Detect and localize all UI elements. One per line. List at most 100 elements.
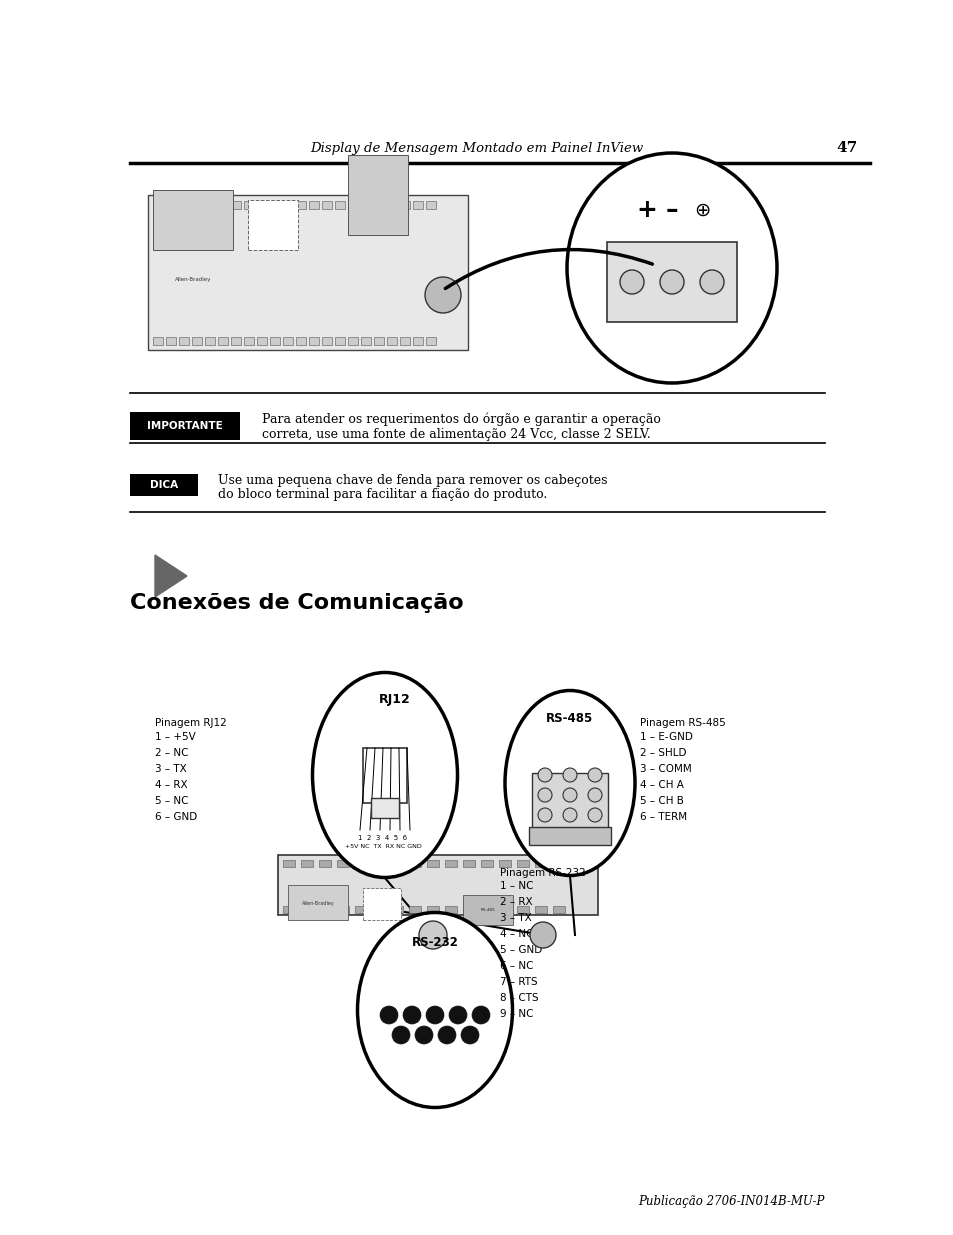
- Text: 2 – NC: 2 – NC: [154, 748, 189, 758]
- Text: Publicação 2706-IN014B-MU-P: Publicação 2706-IN014B-MU-P: [638, 1195, 824, 1208]
- FancyBboxPatch shape: [348, 337, 357, 345]
- Circle shape: [562, 768, 577, 782]
- Text: 3 – TX: 3 – TX: [499, 913, 531, 923]
- FancyBboxPatch shape: [371, 798, 398, 818]
- FancyBboxPatch shape: [270, 337, 280, 345]
- FancyBboxPatch shape: [360, 201, 371, 209]
- FancyBboxPatch shape: [387, 337, 396, 345]
- FancyBboxPatch shape: [288, 885, 348, 920]
- Bar: [498, 906, 511, 913]
- FancyBboxPatch shape: [348, 156, 408, 235]
- Circle shape: [530, 923, 556, 948]
- FancyBboxPatch shape: [244, 337, 253, 345]
- Bar: [391, 906, 402, 913]
- Bar: [480, 860, 493, 867]
- Text: 1 – +5V: 1 – +5V: [154, 732, 195, 742]
- Circle shape: [449, 1007, 467, 1024]
- FancyBboxPatch shape: [130, 412, 240, 440]
- FancyBboxPatch shape: [348, 201, 357, 209]
- FancyBboxPatch shape: [179, 337, 189, 345]
- Circle shape: [415, 1026, 433, 1044]
- Text: RS-485: RS-485: [546, 711, 593, 725]
- Text: 5 – NC: 5 – NC: [154, 797, 189, 806]
- Text: 5 – CH B: 5 – CH B: [639, 797, 683, 806]
- FancyBboxPatch shape: [529, 827, 610, 845]
- Text: 4 – NC: 4 – NC: [499, 929, 533, 939]
- Bar: [391, 860, 402, 867]
- Text: Allen-Bradley: Allen-Bradley: [301, 900, 334, 905]
- Bar: [283, 906, 294, 913]
- FancyBboxPatch shape: [426, 201, 436, 209]
- Bar: [553, 906, 564, 913]
- Bar: [283, 860, 294, 867]
- Bar: [409, 860, 420, 867]
- Circle shape: [392, 1026, 410, 1044]
- Text: Para atender os requerimentos do órgão e garantir a operação: Para atender os requerimentos do órgão e…: [262, 412, 660, 426]
- Text: Pinagem RJ12: Pinagem RJ12: [154, 718, 227, 727]
- Text: +: +: [636, 198, 657, 222]
- Bar: [427, 860, 438, 867]
- FancyBboxPatch shape: [270, 201, 280, 209]
- Bar: [318, 860, 331, 867]
- Circle shape: [472, 1007, 490, 1024]
- FancyBboxPatch shape: [606, 242, 737, 322]
- Text: do bloco terminal para facilitar a fiação do produto.: do bloco terminal para facilitar a fiaçã…: [218, 488, 547, 501]
- Circle shape: [402, 1007, 420, 1024]
- Text: DICA: DICA: [150, 480, 178, 490]
- Bar: [444, 860, 456, 867]
- Text: Pinagem RS-232: Pinagem RS-232: [499, 868, 585, 878]
- Circle shape: [437, 1026, 456, 1044]
- Text: 6 – GND: 6 – GND: [154, 811, 197, 823]
- Circle shape: [619, 270, 643, 294]
- FancyBboxPatch shape: [152, 337, 163, 345]
- Bar: [301, 906, 313, 913]
- FancyBboxPatch shape: [322, 201, 332, 209]
- FancyBboxPatch shape: [166, 201, 175, 209]
- Circle shape: [562, 808, 577, 823]
- FancyBboxPatch shape: [374, 201, 384, 209]
- Text: 2 – RX: 2 – RX: [499, 897, 532, 906]
- Text: RJ12: RJ12: [378, 694, 411, 706]
- Bar: [318, 906, 331, 913]
- FancyBboxPatch shape: [283, 201, 293, 209]
- Circle shape: [537, 788, 552, 802]
- Text: RS-485: RS-485: [480, 908, 495, 911]
- Circle shape: [587, 808, 601, 823]
- FancyBboxPatch shape: [413, 337, 422, 345]
- Bar: [553, 860, 564, 867]
- Polygon shape: [154, 555, 187, 597]
- Text: 1 – E-GND: 1 – E-GND: [639, 732, 692, 742]
- FancyBboxPatch shape: [148, 195, 468, 350]
- Circle shape: [537, 768, 552, 782]
- FancyBboxPatch shape: [256, 337, 267, 345]
- Circle shape: [418, 921, 447, 948]
- FancyBboxPatch shape: [399, 201, 410, 209]
- Bar: [535, 860, 546, 867]
- Bar: [355, 860, 367, 867]
- FancyBboxPatch shape: [192, 337, 202, 345]
- Text: 7 – RTS: 7 – RTS: [499, 977, 537, 987]
- Text: RS-232: RS-232: [411, 935, 458, 948]
- Circle shape: [460, 1026, 478, 1044]
- Bar: [409, 906, 420, 913]
- FancyBboxPatch shape: [179, 201, 189, 209]
- FancyBboxPatch shape: [231, 201, 241, 209]
- Bar: [480, 906, 493, 913]
- Circle shape: [562, 788, 577, 802]
- Circle shape: [587, 768, 601, 782]
- FancyBboxPatch shape: [244, 201, 253, 209]
- Circle shape: [424, 277, 460, 312]
- Circle shape: [426, 1007, 443, 1024]
- Bar: [498, 860, 511, 867]
- Text: Allen-Bradley: Allen-Bradley: [174, 278, 211, 283]
- Text: 3 – TX: 3 – TX: [154, 764, 187, 774]
- FancyBboxPatch shape: [532, 773, 607, 832]
- Ellipse shape: [566, 153, 776, 383]
- Text: 1 – NC: 1 – NC: [499, 881, 533, 890]
- FancyBboxPatch shape: [413, 201, 422, 209]
- FancyBboxPatch shape: [309, 337, 318, 345]
- Ellipse shape: [313, 673, 457, 878]
- Text: 1  2  3  4  5  6: 1 2 3 4 5 6: [358, 835, 407, 841]
- FancyBboxPatch shape: [322, 337, 332, 345]
- Bar: [373, 906, 385, 913]
